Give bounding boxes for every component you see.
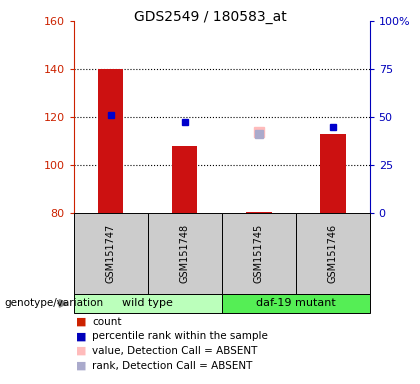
Bar	[222, 213, 296, 294]
Bar	[74, 213, 147, 294]
Bar	[97, 69, 123, 213]
Text: percentile rank within the sample: percentile rank within the sample	[92, 331, 268, 341]
Text: rank, Detection Call = ABSENT: rank, Detection Call = ABSENT	[92, 361, 253, 371]
Text: ■: ■	[76, 317, 86, 327]
Text: ■: ■	[76, 361, 86, 371]
Text: value, Detection Call = ABSENT: value, Detection Call = ABSENT	[92, 346, 258, 356]
Text: GSM151747: GSM151747	[105, 224, 116, 283]
Text: ■: ■	[76, 346, 86, 356]
Text: GSM151748: GSM151748	[179, 224, 189, 283]
Bar	[246, 212, 271, 213]
Text: wild type: wild type	[122, 298, 173, 308]
Text: genotype/variation: genotype/variation	[4, 298, 103, 308]
Text: daf-19 mutant: daf-19 mutant	[256, 298, 336, 308]
Text: ■: ■	[76, 331, 86, 341]
Bar	[320, 134, 346, 213]
Bar	[172, 146, 197, 213]
Bar	[74, 294, 222, 313]
Text: GSM151745: GSM151745	[254, 224, 264, 283]
Bar	[222, 294, 370, 313]
Bar	[296, 213, 370, 294]
Text: GDS2549 / 180583_at: GDS2549 / 180583_at	[134, 10, 286, 23]
Bar	[147, 213, 222, 294]
Text: GSM151746: GSM151746	[328, 224, 338, 283]
Text: count: count	[92, 317, 122, 327]
